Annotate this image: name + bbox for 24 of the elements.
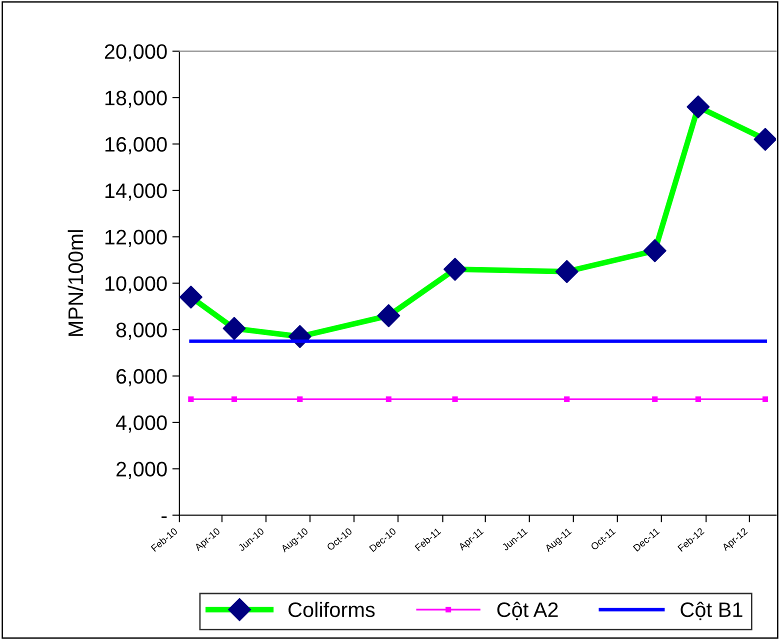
y-tick-label: 18,000	[105, 90, 167, 108]
point	[452, 396, 458, 402]
point	[188, 396, 194, 402]
y-tick-label: -	[162, 516, 167, 518]
y-tick-label: 14,000	[105, 183, 167, 201]
point	[564, 396, 570, 402]
y-tick-label: 4,000	[116, 415, 167, 433]
point	[762, 396, 768, 402]
y-tick-label: 12,000	[105, 230, 167, 248]
point	[297, 396, 303, 402]
legend-label: Cột A2	[497, 602, 558, 620]
point	[652, 396, 658, 402]
point	[386, 396, 392, 402]
y-tick-label: 6,000	[116, 369, 167, 386]
y-tick-label: 20,000	[104, 44, 167, 62]
legend-label: Cột B1	[680, 602, 742, 620]
point	[695, 396, 701, 402]
point	[231, 396, 238, 402]
legend-label: Coliforms	[288, 602, 375, 618]
y-tick-label: 10,000	[105, 276, 167, 294]
y-tick-label: 8,000	[116, 322, 167, 340]
y-axis-title: MPN/100ml	[68, 230, 84, 336]
y-tick-label: 16,000	[105, 137, 167, 154]
y-tick-label: 2,000	[116, 462, 167, 480]
